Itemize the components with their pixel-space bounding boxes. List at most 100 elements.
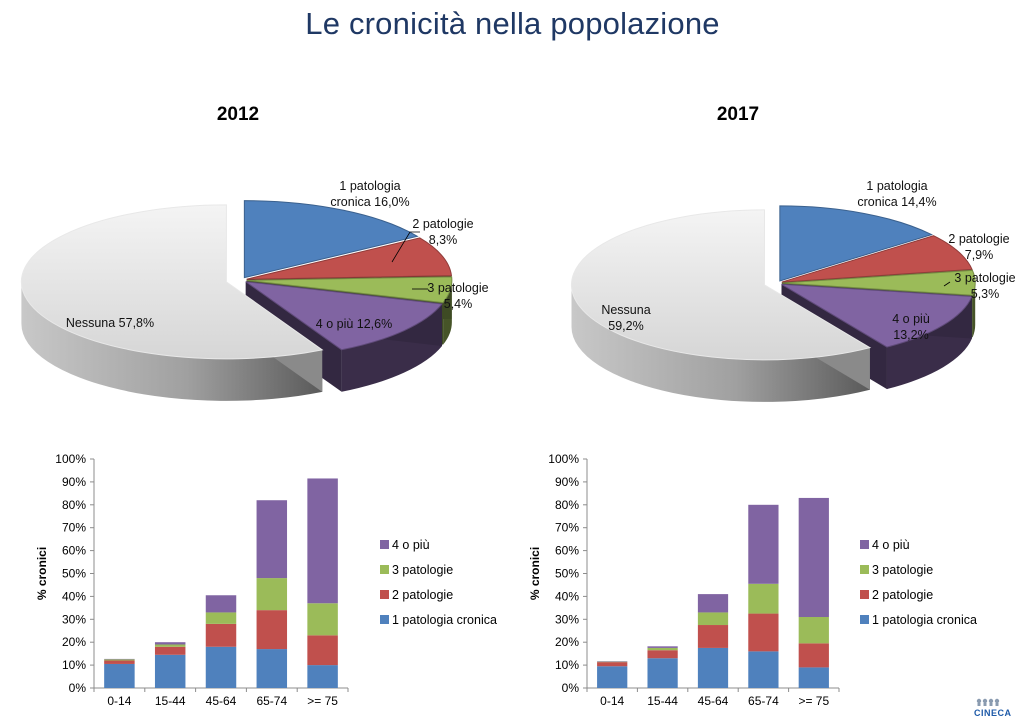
- bar-segment-4-o-più-1544: [647, 646, 678, 648]
- y-axis-title: % cronici: [528, 547, 542, 600]
- pie-side-3-patologie: [972, 282, 976, 338]
- legend-swatch: [860, 615, 869, 624]
- pie-side-Nessuna: [21, 281, 323, 401]
- y-tick-label: 60%: [555, 544, 579, 558]
- y-tick-label: 30%: [62, 612, 86, 626]
- x-tick-label: 45-64: [206, 694, 237, 708]
- bar-segment-3-patologie-6574: [256, 578, 288, 611]
- y-tick-label: 30%: [555, 612, 579, 626]
- y-tick-label: 40%: [555, 589, 579, 603]
- bar-segment-3-patologie-1544: [647, 647, 678, 651]
- logo-text: CINECA: [974, 708, 1012, 718]
- bar-segment-2-patologie-75: [307, 635, 338, 666]
- cineca-logo: CINECA: [974, 698, 1012, 718]
- bar-segment-1-patologia-cronica-1544: [154, 654, 186, 688]
- bar-segment-1-patologia-cronica-6574: [256, 649, 288, 688]
- y-tick-label: 80%: [62, 498, 86, 512]
- y-tick-label: 0%: [562, 681, 580, 695]
- legend-swatch: [860, 565, 869, 574]
- pie-label-3-patologie: 3 patologie 5,3%: [954, 271, 1015, 301]
- pie-slice-3-patologie: [782, 269, 976, 296]
- bar-segment-4-o-più-1544: [154, 642, 186, 645]
- pie-label-1-patologia-cronica: 1 patologia cronica 16,0%: [330, 179, 409, 209]
- logo-figure: [977, 703, 981, 706]
- legend-label: 1 patologia cronica: [392, 613, 497, 627]
- pie-2012-title: 2012: [216, 104, 260, 125]
- x-tick-label: 65-74: [256, 694, 287, 708]
- legend-label: 4 o più: [392, 538, 430, 552]
- y-tick-label: 50%: [62, 567, 86, 581]
- x-tick-label: 0-14: [107, 694, 131, 708]
- pie-2017: 1 patologia cronica 14,4% 2 patologie 7,9% 3…: [571, 179, 1016, 402]
- y-tick-label: 20%: [555, 635, 579, 649]
- x-tick-label: 0-14: [600, 694, 624, 708]
- logo-dot: [976, 698, 982, 704]
- bar-segment-3-patologie-75: [307, 603, 338, 636]
- bar-segment-1-patologia-cronica-75: [307, 665, 338, 688]
- y-tick-label: 70%: [62, 521, 86, 535]
- pie-label-Nessuna: Nessuna 59,2%: [601, 303, 650, 333]
- pie-slice-4-o-più: [245, 281, 443, 351]
- bar-segment-2-patologie-014: [597, 662, 628, 667]
- y-tick-label: 70%: [555, 521, 579, 535]
- logo-dot: [982, 698, 988, 704]
- pie-slice-3-patologie: [246, 276, 453, 304]
- slide-title: Le cronicità nella popolazione: [305, 6, 720, 41]
- legend-label: 2 patologie: [392, 588, 453, 602]
- y-tick-label: 40%: [62, 589, 86, 603]
- x-tick-label: >= 75: [307, 694, 338, 708]
- y-tick-label: 100%: [55, 452, 86, 466]
- pie-label-2-patologie: 2 patologie 7,9%: [948, 232, 1009, 262]
- pie-label-2-patologie: 2 patologie 8,3%: [412, 217, 473, 247]
- bar-segment-3-patologie-4564: [697, 612, 729, 626]
- pie-2017-title: 2017: [716, 104, 760, 125]
- legend-swatch: [860, 540, 869, 549]
- pie-slice-4-o-più: [781, 283, 973, 348]
- y-tick-label: 90%: [62, 475, 86, 489]
- pie-slice-1-patologia-cronica: [779, 205, 933, 282]
- x-tick-label: 65-74: [748, 694, 779, 708]
- bar-segment-2-patologie-4564: [205, 623, 237, 647]
- y-axis-title: % cronici: [35, 547, 49, 600]
- bar-segment-2-patologie-75: [798, 643, 829, 668]
- bar-segment-3-patologie-014: [104, 659, 135, 661]
- bar-segment-1-patologia-cronica-4564: [205, 646, 237, 688]
- legend-label: 2 patologie: [872, 588, 933, 602]
- bar-segment-1-patologia-cronica-014: [104, 663, 135, 688]
- pie-2012: 1 patologia cronica 16,0%2 patologie 8,3% 3…: [20, 179, 489, 401]
- bar-segment-4-o-più-6574: [748, 504, 779, 584]
- pie-slice-1-patologia-cronica: [243, 200, 419, 279]
- y-tick-label: 20%: [62, 635, 86, 649]
- pie-side-Nessuna: [571, 284, 870, 402]
- y-tick-label: 90%: [555, 475, 579, 489]
- pie-slice-2-patologie: [781, 235, 973, 283]
- bar-segment-3-patologie-4564: [205, 612, 237, 624]
- pie-leader-line: [391, 231, 420, 263]
- bar-segment-1-patologia-cronica-4564: [697, 647, 729, 688]
- pie-side-4-o-più: [886, 296, 972, 390]
- bar-segment-4-o-più-75: [798, 497, 829, 618]
- legend-swatch: [380, 565, 389, 574]
- bar-segment-2-patologie-4564: [697, 625, 729, 648]
- bar-segment-2-patologie-1544: [154, 646, 186, 655]
- logo-figure: [989, 703, 993, 706]
- bar-segment-3-patologie-6574: [748, 583, 779, 614]
- bar-segment-2-patologie-1544: [647, 650, 678, 659]
- bar-segment-4-o-più-6574: [256, 500, 288, 579]
- logo-figure: [983, 703, 987, 706]
- logo-dot: [988, 698, 994, 704]
- x-tick-label: 15-44: [647, 694, 678, 708]
- bar-segment-4-o-più-4564: [697, 594, 729, 613]
- legend-swatch: [380, 540, 389, 549]
- x-tick-label: >= 75: [798, 694, 829, 708]
- bar-segment-1-patologia-cronica-75: [798, 667, 829, 688]
- pie-label-4-o-più: 4 o più 13,2%: [892, 312, 930, 342]
- y-tick-label: 10%: [555, 658, 579, 672]
- legend-label: 3 patologie: [872, 563, 933, 577]
- bar-segment-1-patologia-cronica-1544: [647, 658, 678, 688]
- pie-label-3-patologie: 3 patologie 5,4%: [427, 281, 488, 311]
- legend-label: 1 patologia cronica: [872, 613, 977, 627]
- bar-segment-3-patologie-1544: [154, 644, 186, 647]
- pie-label-4-o-più: 4 o più 12,6%: [316, 317, 392, 331]
